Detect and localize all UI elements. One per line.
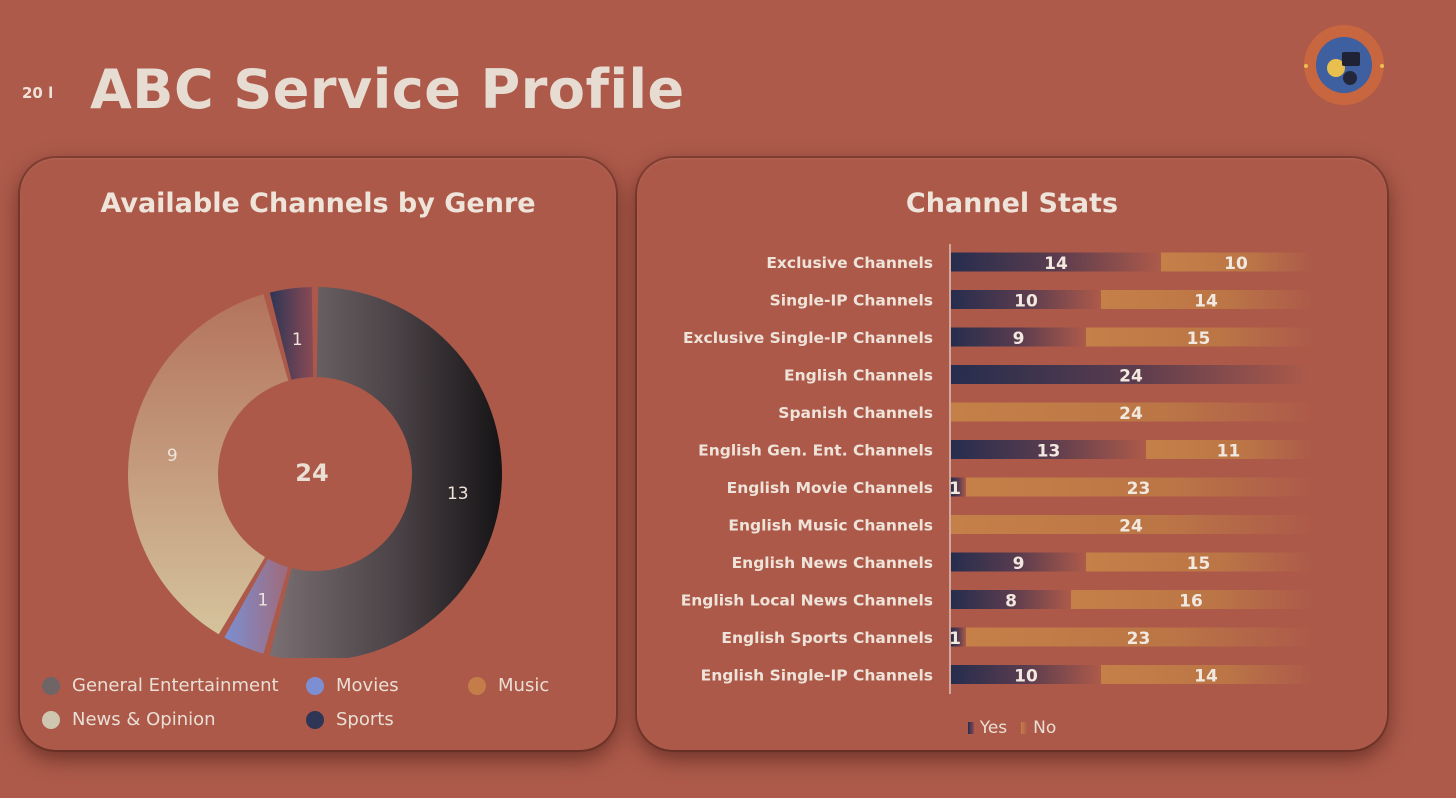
page-title: ABC Service Profile [90, 58, 685, 121]
category-label: English Sports Channels [721, 629, 933, 647]
bar-yes-label: 1 [949, 479, 961, 499]
bar-no [1086, 552, 1311, 572]
bar-no-label: 23 [1127, 629, 1151, 649]
donut-label-movies: 1 [258, 591, 269, 611]
legend-item-sports: Sports [306, 709, 394, 730]
bar-no-label: 15 [1187, 329, 1211, 349]
legend-item-yes: Yes [967, 718, 1008, 738]
bar-no [951, 515, 1311, 534]
category-label: English Single-IP Channels [701, 667, 933, 685]
bar-no [966, 627, 1311, 647]
bar-no-label: 15 [1187, 554, 1211, 574]
bar-yes [951, 477, 966, 497]
bar-yes-label: 13 [1037, 442, 1061, 462]
bar-no-label: 11 [1217, 442, 1241, 462]
bar-no [966, 477, 1311, 497]
bar-yes-label: 10 [1014, 292, 1038, 312]
legend-item-movies: Movies [306, 675, 399, 696]
category-label: Single-IP Channels [770, 292, 933, 310]
legend-label: Movies [336, 675, 399, 696]
genre-donut-chart: 13 1 9 1 24 [127, 287, 502, 658]
genre-chart-title: Available Channels by Genre [100, 188, 536, 219]
bar-yes-label: 9 [1013, 554, 1025, 574]
legend-item-no: No [1021, 718, 1056, 738]
donut-slice-sports [269, 287, 314, 380]
bar-no-label: 24 [1119, 404, 1143, 424]
bar-no-label: 14 [1194, 667, 1218, 687]
legend-dot-general-entertainment [42, 676, 60, 695]
bar-yes-label: 10 [1014, 667, 1038, 687]
legend-item-news-opinion: News & Opinion [42, 709, 216, 730]
bar-yes-label: 14 [1044, 254, 1068, 274]
bar-no [1086, 327, 1311, 347]
category-label: English Gen. Ent. Channels [698, 442, 933, 460]
bar-yes [951, 590, 1071, 609]
donut-label-general-entertainment: 13 [447, 484, 469, 504]
page-number: 20 l [22, 84, 54, 102]
legend-dot-sports [306, 710, 324, 729]
donut-label-news-opinion: 9 [167, 446, 178, 466]
bar-yes [951, 440, 1146, 459]
legend-dot-movies [306, 676, 324, 695]
legend-dot-news-opinion [42, 710, 60, 729]
donut-center-label: 24 [295, 459, 328, 487]
channel-stats-chart: Exclusive Channels 14 10 Single-IP Channels… [681, 244, 1311, 694]
bar-yes [951, 290, 1101, 309]
legend-label-yes: Yes [979, 718, 1008, 738]
bar-no-label: 16 [1179, 592, 1203, 612]
legend-dot-music [468, 676, 486, 695]
category-label: English Local News Channels [681, 592, 933, 610]
category-label: English Movie Channels [727, 479, 933, 497]
donut-slice-general-entertainment [269, 287, 502, 658]
category-label: English Channels [784, 367, 933, 385]
channel-stats-legend: Yes No [637, 718, 1387, 738]
bar-no-label: 10 [1224, 254, 1248, 274]
bar-no [1101, 290, 1311, 309]
bar-yes [951, 627, 966, 647]
bar-yes-label: 24 [1119, 367, 1143, 387]
legend-label: Music [498, 675, 550, 696]
legend-swatch-no [1021, 722, 1028, 734]
legend-item-music: Music [468, 675, 549, 696]
bar-no [1101, 665, 1311, 684]
category-label: Exclusive Channels [766, 254, 933, 272]
category-label: English Music Channels [728, 517, 933, 535]
donut-label-sports: 1 [292, 330, 303, 350]
bar-yes-label: 1 [949, 629, 961, 649]
bar-yes [951, 327, 1086, 347]
bar-yes [951, 665, 1101, 684]
donut-slice-news-opinion [127, 294, 289, 635]
category-label: Spanish Channels [778, 404, 933, 422]
bar-yes-label: 9 [1013, 329, 1025, 349]
bar-no-label: 14 [1194, 292, 1218, 312]
bar-no [1146, 440, 1311, 459]
donut-slice-movies [224, 558, 289, 654]
bar-yes [951, 552, 1086, 572]
category-label: English News Channels [732, 554, 933, 572]
bar-no [951, 402, 1311, 422]
bar-yes [951, 252, 1161, 272]
bar-no-label: 23 [1127, 479, 1151, 499]
legend-swatch-yes [967, 722, 974, 734]
fastmaster-logo [1304, 25, 1384, 105]
bar-yes-label: 8 [1005, 592, 1017, 612]
genre-card: Available Channels by Genre 13 1 9 1 24 [20, 158, 616, 750]
channel-stats-title: Channel Stats [905, 188, 1119, 219]
legend-label: General Entertainment [72, 675, 279, 696]
legend-label: News & Opinion [72, 709, 216, 730]
category-label: Exclusive Single-IP Channels [683, 329, 933, 347]
bar-no [1161, 252, 1311, 272]
channel-stats-card: Channel Stats Exclusive Channels 14 10 Sing… [637, 158, 1387, 750]
bar-no-label: 24 [1119, 517, 1143, 537]
legend-label: Sports [336, 709, 394, 730]
bar-yes [951, 365, 1311, 384]
legend-item-general-entertainment: General Entertainment [42, 675, 279, 696]
legend-label-no: No [1033, 718, 1057, 738]
bar-no [1071, 590, 1311, 609]
